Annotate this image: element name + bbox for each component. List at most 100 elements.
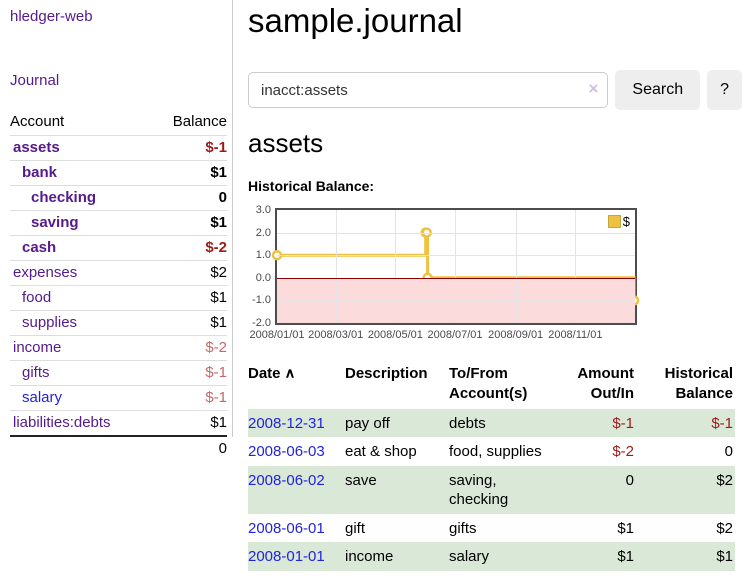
account-balance: $-1 xyxy=(150,360,227,386)
account-row: expenses $2 xyxy=(10,260,227,286)
account-row: gifts $-1 xyxy=(10,360,227,386)
legend-label: $ xyxy=(622,214,630,229)
register-column-header-to: To/From Account(s) xyxy=(449,365,528,403)
chart-gridline xyxy=(395,210,397,323)
chart-title: Historical Balance: xyxy=(248,178,375,194)
account-balance: $1 xyxy=(150,160,227,186)
account-link[interactable]: saving xyxy=(31,214,79,231)
chart-plot-area: $ xyxy=(271,208,640,325)
account-balance: $1 xyxy=(150,285,227,311)
y-tick-label: -1.0 xyxy=(252,294,271,307)
register-table: Date ∧ Description To/From Account(s) Amount… xyxy=(248,361,735,571)
register-table-body: 2008-12-31 pay off debts $-1 $-1 2008-06-03 ea… xyxy=(248,408,735,571)
legend-swatch-icon xyxy=(607,215,621,228)
transaction-balance: $-1 xyxy=(642,408,735,437)
chart-gridline xyxy=(455,210,457,323)
zero-line xyxy=(277,277,635,279)
y-tick-label: 3.0 xyxy=(255,204,271,216)
transaction-balance: $2 xyxy=(716,519,733,537)
register-header-row: Date ∧ Description To/From Account(s) Amount… xyxy=(248,361,735,409)
account-heading: assets xyxy=(248,128,324,158)
y-tick-label: -2.0 xyxy=(252,317,271,329)
account-balance: $1 xyxy=(150,310,227,336)
transaction-amount: $1 xyxy=(617,519,634,537)
transaction-amount: $-2 xyxy=(612,443,634,460)
x-tick-label: 2008/07/01 xyxy=(427,329,483,341)
transaction-balance: $2 xyxy=(642,465,735,514)
clear-search-icon[interactable]: × xyxy=(588,79,599,98)
transaction-balance: 0 xyxy=(724,443,733,460)
account-link[interactable]: food xyxy=(22,289,52,306)
x-tick-label: 2008/03/01 xyxy=(308,329,364,341)
accounts-total-balance: 0 xyxy=(150,435,227,461)
page-title: sample.journal xyxy=(248,2,463,39)
transaction-amount: 0 xyxy=(556,465,642,514)
account-balance: $-2 xyxy=(150,335,227,361)
search-box: × xyxy=(248,71,609,109)
transaction-accounts: debts xyxy=(449,408,556,437)
account-balance: $2 xyxy=(150,260,227,286)
account-link[interactable]: assets xyxy=(13,139,60,156)
account-balance: $1 xyxy=(150,410,227,436)
chart-gridline xyxy=(335,210,337,323)
transaction-accounts: gifts xyxy=(449,519,477,537)
account-row: liabilities:debts $1 xyxy=(10,410,227,436)
transaction-row: 2008-12-31 pay off debts $-1 $-1 xyxy=(248,408,735,437)
register-column-header-date[interactable]: Date ∧ xyxy=(248,365,296,382)
account-balance: $-2 xyxy=(150,235,227,261)
transaction-date-link[interactable]: 2008-12-31 xyxy=(248,414,325,432)
account-link[interactable]: salary xyxy=(22,389,63,406)
x-tick-label: 2008/05/01 xyxy=(367,329,423,341)
transaction-description: gift xyxy=(345,519,366,537)
transaction-accounts: salary xyxy=(449,542,556,571)
account-row: cash $-2 xyxy=(10,235,227,261)
account-link[interactable]: checking xyxy=(31,189,97,206)
transaction-balance: $1 xyxy=(642,542,735,571)
account-row: assets $-1 xyxy=(10,135,227,161)
transaction-accounts: food, supplies xyxy=(449,443,542,460)
account-link[interactable]: gifts xyxy=(22,364,50,381)
chart-gridline xyxy=(515,210,517,323)
help-button[interactable]: ? xyxy=(707,70,742,110)
account-row: saving $1 xyxy=(10,210,227,236)
transaction-row: 2008-01-01 income salary $1 $1 xyxy=(248,542,735,571)
account-link[interactable]: supplies xyxy=(22,314,78,331)
search-input[interactable] xyxy=(248,72,609,108)
account-link[interactable]: cash xyxy=(22,239,57,256)
x-tick-label: 2008/01/01 xyxy=(249,329,305,341)
chart-legend: $ xyxy=(607,214,630,229)
sort-ascending-icon: ∧ xyxy=(284,365,296,382)
historical-balance-chart: $ 3.0 2.0 1.0 0.0 -1.0 -2.0 2008/01/01 2008/03/… xyxy=(248,203,668,349)
search-button[interactable]: Search xyxy=(615,70,701,110)
sidebar-item-journal[interactable]: Journal xyxy=(10,72,60,89)
app-title-link[interactable]: hledger-web xyxy=(10,8,93,25)
accounts-table-body: assets $-1 bank $1 checking 0 saving $1 cash $-2 e… xyxy=(10,135,227,461)
sidebar: hledger-web Journal Account Balance asse… xyxy=(0,0,233,461)
x-tick-label: 2008/09/01 xyxy=(488,329,544,341)
account-link[interactable]: expenses xyxy=(13,264,78,281)
account-balance: $-1 xyxy=(150,135,227,161)
transaction-amount: $-1 xyxy=(556,408,642,437)
transaction-description: save xyxy=(345,465,449,514)
transaction-accounts: saving, checking xyxy=(449,465,556,514)
transaction-description: pay off xyxy=(345,408,449,437)
transaction-date-link[interactable]: 2008-01-01 xyxy=(248,548,325,565)
y-tick-label: 1.0 xyxy=(255,249,271,262)
transaction-date-link[interactable]: 2008-06-01 xyxy=(248,519,325,537)
accounts-balance-table: Account Balance assets $-1 bank $1 checking 0… xyxy=(10,109,227,461)
account-link[interactable]: liabilities:debts xyxy=(13,414,111,431)
account-link[interactable]: income xyxy=(13,339,62,356)
account-row: salary $-1 xyxy=(10,385,227,411)
register-column-header-description: Description xyxy=(345,365,428,382)
account-link[interactable]: bank xyxy=(22,164,58,181)
account-row: food $1 xyxy=(10,285,227,311)
main-content: sample.journal × Search ? assets Histori… xyxy=(248,0,742,571)
transaction-amount: $1 xyxy=(556,542,642,571)
account-row: bank $1 xyxy=(10,160,227,186)
transaction-date-link[interactable]: 2008-06-03 xyxy=(248,443,325,460)
transaction-date-link[interactable]: 2008-06-02 xyxy=(248,471,325,489)
transaction-row: 2008-06-03 eat & shop food, supplies $-2 0 xyxy=(248,437,735,466)
transaction-description: eat & shop xyxy=(345,443,417,460)
account-balance: $1 xyxy=(150,210,227,236)
